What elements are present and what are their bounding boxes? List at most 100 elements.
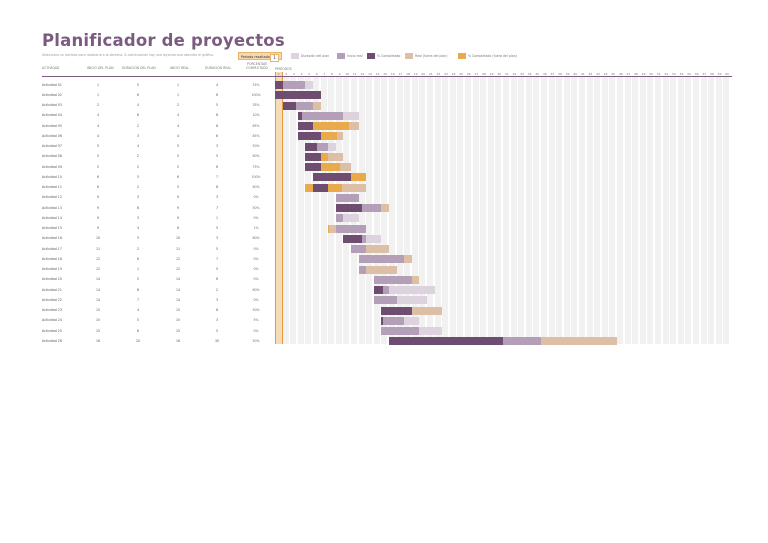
plan-duration: 3 xyxy=(136,215,140,220)
column-header-periods: PERÍODOS xyxy=(275,67,292,71)
percent-complete-bar xyxy=(305,163,321,171)
real-bar xyxy=(275,81,306,89)
plan-start: 14 xyxy=(95,297,101,302)
table-row[interactable]: Actividad 24 15 5 15 3 5% xyxy=(0,316,768,325)
plan-start: 1 xyxy=(96,82,100,87)
real-duration: 3 xyxy=(215,195,219,200)
period-number: 3 xyxy=(293,72,295,76)
real-duration: 30 xyxy=(214,338,220,343)
highlighted-period-selector[interactable]: Período resaltado 1 xyxy=(238,52,282,62)
table-row[interactable]: Actividad 21 14 8 14 2 60% xyxy=(0,286,768,294)
period-number: 15 xyxy=(383,72,388,76)
plan-duration: 20 xyxy=(135,338,141,343)
table-row[interactable]: Actividad 10 6 5 6 7 100% xyxy=(0,173,768,182)
real-duration: 7 xyxy=(215,205,219,210)
real-duration: 8 xyxy=(215,185,219,189)
real-out-of-plan-bar xyxy=(313,101,321,110)
period-number: 36 xyxy=(542,72,547,76)
table-row[interactable]: Actividad 14 9 3 9 1 0% xyxy=(0,214,768,223)
table-row[interactable]: Actividad 22 14 7 14 3 0% xyxy=(0,296,768,305)
period-column xyxy=(396,77,403,344)
real-out-of-plan-bar xyxy=(328,224,336,233)
real-start: 6 xyxy=(176,174,180,179)
percent-complete-bar xyxy=(297,122,313,130)
period-column xyxy=(586,77,593,344)
plan-start: 6 xyxy=(96,185,100,189)
period-number: 44 xyxy=(603,72,608,76)
table-row[interactable]: Actividad 25 15 8 15 5 0% xyxy=(0,327,768,335)
table-row[interactable]: Actividad 05 4 2 4 8 85% xyxy=(0,122,768,130)
table-row[interactable]: Actividad 17 11 2 11 5 0% xyxy=(0,245,768,253)
period-number: 35 xyxy=(535,72,540,76)
legend-swatch-icon xyxy=(291,53,299,59)
highlighted-period-label: Período resaltado xyxy=(241,54,270,59)
table-row[interactable]: Actividad 23 15 4 15 8 50% xyxy=(0,306,768,315)
period-number: 52 xyxy=(664,72,669,76)
plan-duration: 3 xyxy=(136,133,140,138)
percent-complete: 10% xyxy=(252,113,260,118)
period-column xyxy=(434,77,441,344)
highlighted-period-input[interactable]: 1 xyxy=(270,53,279,62)
plan-start: 16 xyxy=(95,338,101,343)
period-number: 10 xyxy=(345,72,350,76)
table-row[interactable]: Actividad 07 5 4 5 3 50% xyxy=(0,142,768,151)
plan-start: 11 xyxy=(95,246,101,251)
period-column xyxy=(548,77,555,344)
table-row[interactable]: Actividad 04 4 8 4 6 10% xyxy=(0,111,768,120)
table-row[interactable]: Actividad 15 9 4 8 5 1% xyxy=(0,224,768,233)
table-row[interactable]: Actividad 01 1 5 1 4 25% xyxy=(0,81,768,89)
period-number: 11 xyxy=(352,72,357,76)
plan-start: 5 xyxy=(96,144,100,148)
table-row[interactable]: Actividad 18 12 6 12 7 0% xyxy=(0,255,768,264)
plan-duration: 2 xyxy=(136,246,140,251)
percent-complete: 0% xyxy=(253,328,259,333)
percent-complete: 0% xyxy=(253,215,259,220)
period-number: 8 xyxy=(331,72,333,76)
table-row[interactable]: Actividad 12 9 3 9 3 0% xyxy=(0,193,768,202)
period-number: 25 xyxy=(459,72,464,76)
period-column xyxy=(389,77,395,344)
percent-complete: 80% xyxy=(252,236,260,241)
table-row[interactable]: Actividad 13 9 6 9 7 50% xyxy=(0,204,768,212)
activity-name: Actividad 07 xyxy=(42,144,62,148)
table-row[interactable]: Actividad 02 1 6 1 6 100% xyxy=(0,91,768,100)
period-column xyxy=(290,77,297,344)
plan-duration-bar xyxy=(335,214,359,223)
period-number: 30 xyxy=(497,72,502,76)
period-number: 31 xyxy=(504,72,509,76)
table-row[interactable]: Actividad 03 2 4 2 5 35% xyxy=(0,101,768,110)
plan-duration: 2 xyxy=(136,164,140,169)
activity-name: Actividad 19 xyxy=(42,267,62,271)
percent-complete-bar xyxy=(305,142,317,151)
table-row[interactable]: Actividad 16 10 5 10 3 80% xyxy=(0,234,768,243)
real-duration: 5 xyxy=(215,246,219,251)
table-row[interactable]: Actividad 11 6 2 5 8 60% xyxy=(0,183,768,192)
percent-complete: 60% xyxy=(252,287,260,292)
percent-complete: 35% xyxy=(252,103,260,107)
period-column xyxy=(411,77,418,344)
real-start: 15 xyxy=(175,328,181,333)
legend-label: Duración del plan xyxy=(301,54,330,58)
period-column xyxy=(723,77,730,344)
period-number: 4 xyxy=(300,72,303,76)
plan-start: 5 xyxy=(96,164,100,169)
plan-duration: 7 xyxy=(136,297,140,302)
period-column xyxy=(282,77,289,344)
table-row[interactable]: Actividad 09 5 2 5 6 75% xyxy=(0,163,768,171)
table-row[interactable]: Actividad 26 16 20 16 30 50% xyxy=(0,337,768,346)
period-number: 5 xyxy=(308,72,311,76)
table-row[interactable]: Actividad 06 4 3 4 6 85% xyxy=(0,132,768,141)
period-column xyxy=(533,77,540,344)
table-row[interactable]: Actividad 19 12 1 12 5 0% xyxy=(0,265,768,274)
real-bar xyxy=(373,275,412,284)
period-number: 1 xyxy=(277,72,280,76)
period-column xyxy=(655,77,661,344)
percent-complete-bar xyxy=(335,204,363,212)
period-number: 39 xyxy=(565,72,570,76)
period-column xyxy=(442,77,449,344)
real-out-of-plan-bar xyxy=(366,245,389,253)
table-row[interactable]: Actividad 08 5 2 5 5 60% xyxy=(0,152,768,161)
real-start: 14 xyxy=(175,277,181,282)
legend-label: Inicio real xyxy=(347,54,363,58)
table-row[interactable]: Actividad 20 14 5 14 6 0% xyxy=(0,275,768,284)
